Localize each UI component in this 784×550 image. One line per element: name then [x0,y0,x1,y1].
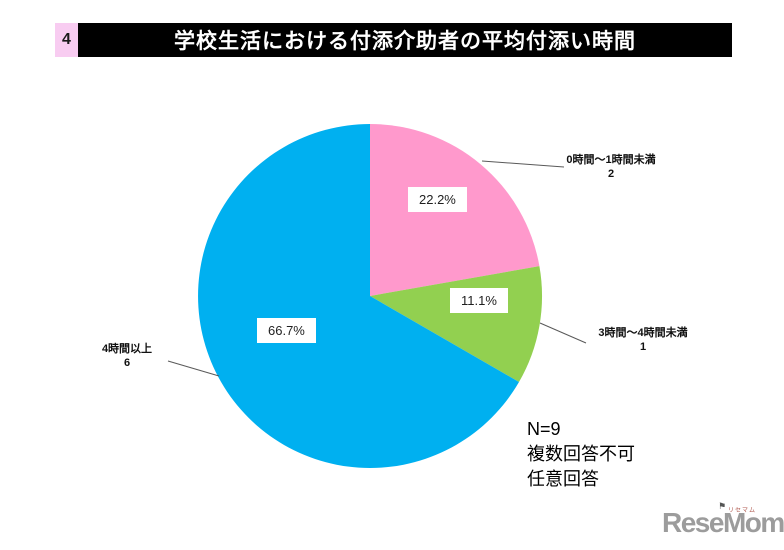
callout-label-blue: 4時間以上 6 [93,342,161,370]
flag-icon: ⚑ [718,501,727,511]
survey-notes: N=9 複数回答不可 任意回答 [527,417,635,492]
callout-text: 0時間～1時間未満 [566,154,656,166]
callout-count: 6 [123,357,131,369]
pie-slice-2 [198,124,519,469]
slide-number-box: 4 [55,23,78,57]
page-title: 学校生活における付添介助者の平均付添い時間 [174,30,636,53]
callout-label-green: 3時間～4時間未満 1 [588,326,698,354]
callout-count: 2 [607,168,615,180]
leader-line-2 [167,360,220,377]
percent-label-pink: 22.2% [408,187,467,212]
percent-label-green: 11.1% [450,288,508,313]
note-line-3: 任意回答 [527,469,599,489]
logo-text: ReseMom. [662,507,784,538]
callout-text: 3時間～4時間未満 [598,327,688,339]
resemom-logo: ReseMom. リセマム ⚑ [660,501,784,547]
callout-label-pink: 0時間～1時間未満 2 [556,153,666,181]
leader-line-0 [481,160,565,168]
slide-number: 4 [62,31,71,48]
leader-line-1 [539,322,587,344]
note-line-2: 複数回答不可 [527,444,635,464]
percent-label-blue: 66.7% [257,318,316,343]
callout-text: 4時間以上 [101,343,153,355]
callout-count: 1 [639,341,647,353]
n-count: N=9 [527,419,561,439]
logo-ruby-text: リセマム [728,508,757,514]
title-bar: 学校生活における付添介助者の平均付添い時間 [78,23,732,57]
